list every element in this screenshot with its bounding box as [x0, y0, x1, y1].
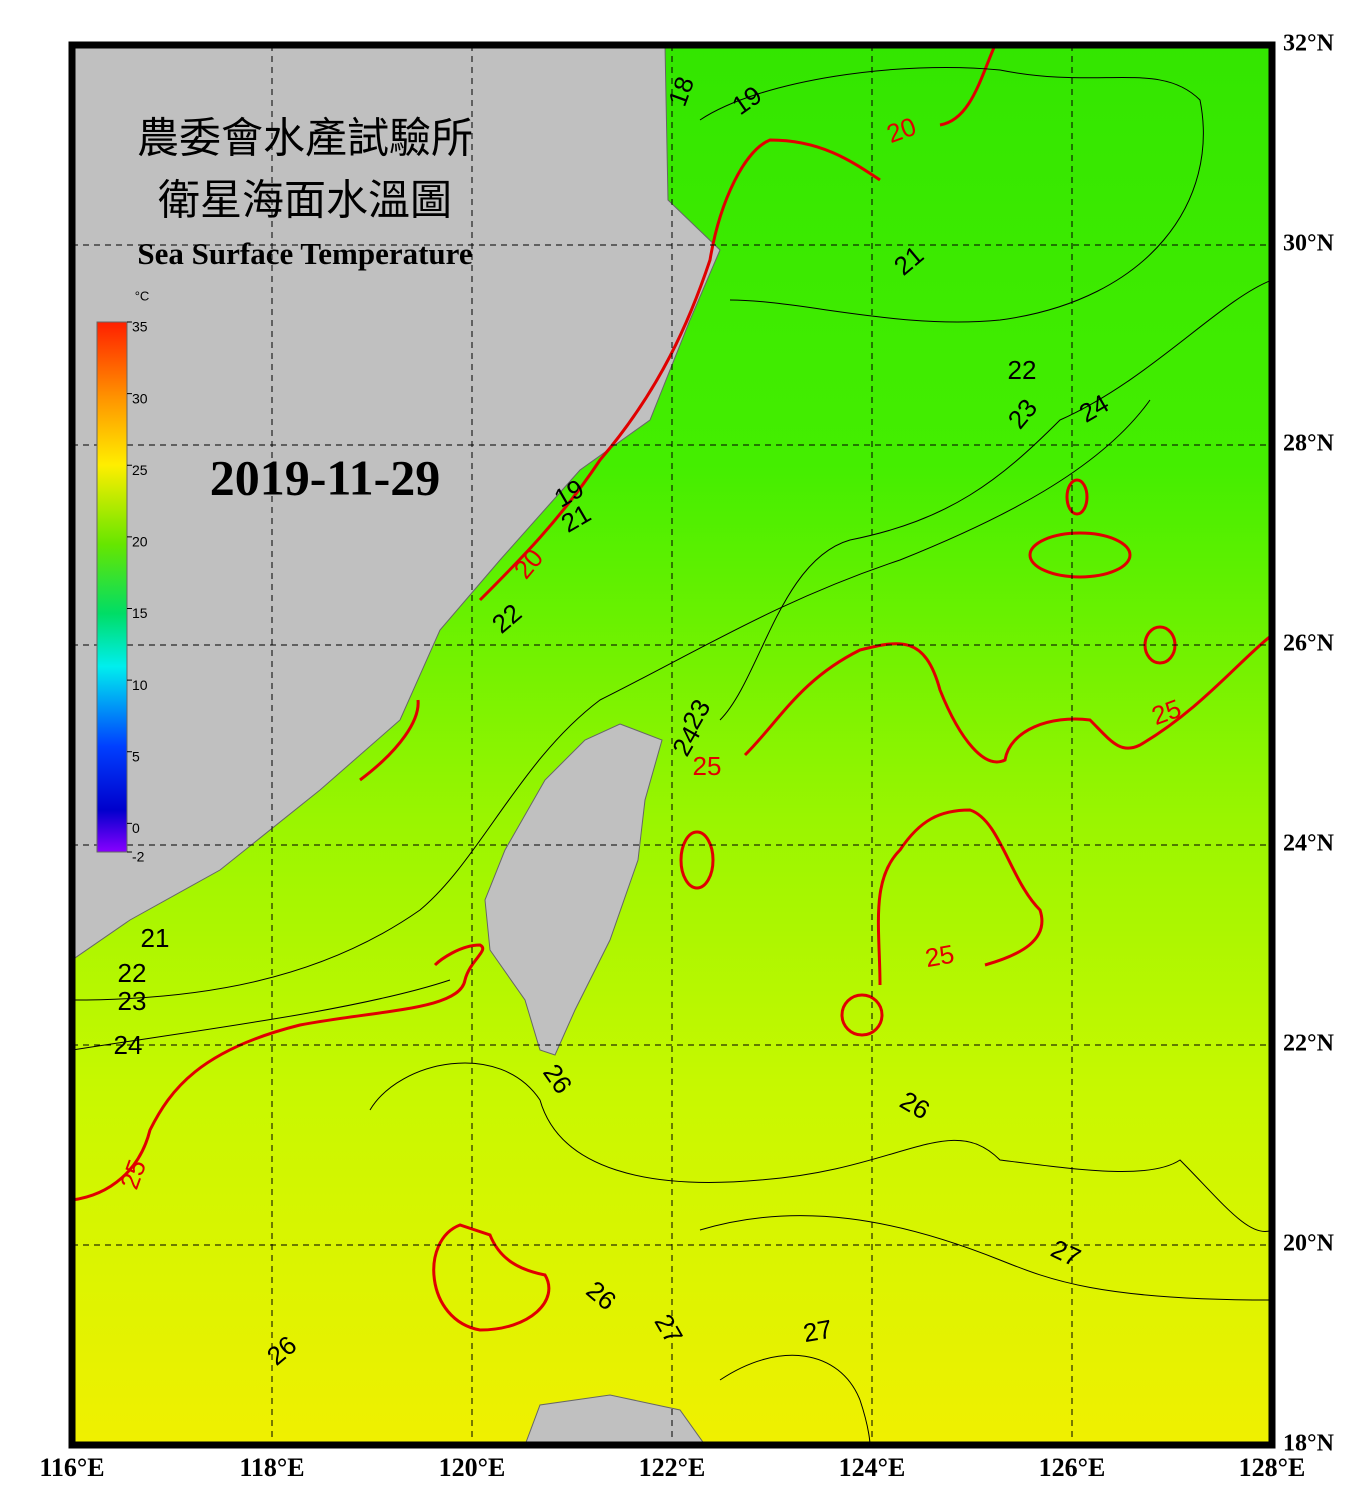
colorbar-tick-label: 15 [132, 605, 148, 621]
lon-tick-label: 128°E [1239, 1453, 1306, 1482]
contour-label: 22 [1008, 355, 1037, 385]
grid [72, 45, 1272, 1445]
colorbar-tick-label: -2 [132, 849, 145, 865]
contour-label: 24 [114, 1030, 143, 1060]
land-luzon [524, 1394, 706, 1445]
lat-tick-label: 18°N [1283, 1431, 1335, 1457]
lat-tick-label: 20°N [1283, 1231, 1335, 1257]
contour-label: 22 [118, 958, 147, 988]
colorbar-tick-label: 20 [132, 534, 148, 550]
title-zh: 農委會水產試驗所 [137, 116, 473, 163]
contours-25 [72, 45, 1272, 1332]
contour-line [743, 633, 1272, 764]
colorbar-tick-label: 0 [132, 820, 140, 836]
contour-line [699, 66, 1204, 323]
map-body [72, 45, 1272, 1445]
contour-label: 25 [923, 939, 957, 974]
colorbar-tick-label: 25 [132, 462, 148, 478]
colorbar-tick-label: 35 [132, 319, 148, 335]
contour-line [719, 279, 1272, 721]
map-frame [68, 41, 1276, 1449]
colorbar-tick-label: 30 [132, 390, 148, 406]
colorbar-unit: °C [135, 288, 150, 303]
lat-tick-label: 32°N [1283, 31, 1335, 57]
colorbar [96, 321, 128, 853]
contour-line [369, 1062, 1272, 1232]
lat-tick-label: 26°N [1283, 631, 1335, 657]
contour-line [679, 830, 715, 890]
contour-line [72, 943, 485, 1202]
lon-tick-label: 116°E [39, 1453, 104, 1482]
contour-line [699, 1215, 1272, 1301]
contour-line [72, 399, 1151, 1001]
land-mainland [72, 45, 721, 961]
contour-line [840, 993, 884, 1037]
lon-tick-label: 124°E [839, 1453, 906, 1482]
lat-tick-label: 30°N [1283, 231, 1335, 257]
contour-line [478, 45, 997, 602]
contour-line [719, 1354, 871, 1445]
contour-label: 23 [118, 986, 147, 1016]
lon-tick-label: 126°E [1039, 1453, 1106, 1482]
contour-label: 25 [693, 751, 722, 781]
lat-tick-label: 24°N [1283, 831, 1335, 857]
contours-black [72, 66, 1272, 1445]
colorbar-tick-label: 5 [132, 748, 140, 764]
contour-label: 21 [141, 923, 170, 953]
contour-line [1028, 531, 1132, 579]
lon-tick-label: 122°E [639, 1453, 706, 1482]
date: 2019-11-29 [210, 449, 441, 505]
contour-line [876, 808, 1044, 986]
contour-line [1065, 478, 1089, 516]
contour-line [72, 979, 451, 1051]
lon-tick-label: 120°E [439, 1453, 506, 1482]
contour-line [359, 699, 420, 782]
contour-line [432, 1223, 551, 1332]
lat-tick-label: 28°N [1283, 431, 1335, 457]
title-en: Sea Surface Temperature [137, 236, 472, 271]
land-taiwan [484, 723, 663, 1056]
lon-tick-label: 118°E [239, 1453, 304, 1482]
contour-label: 27 [801, 1314, 835, 1349]
subtitle-zh: 衛星海面水溫圖 [158, 179, 452, 225]
colorbar-tick-label: 10 [132, 677, 148, 693]
lat-tick-label: 22°N [1283, 1031, 1335, 1057]
